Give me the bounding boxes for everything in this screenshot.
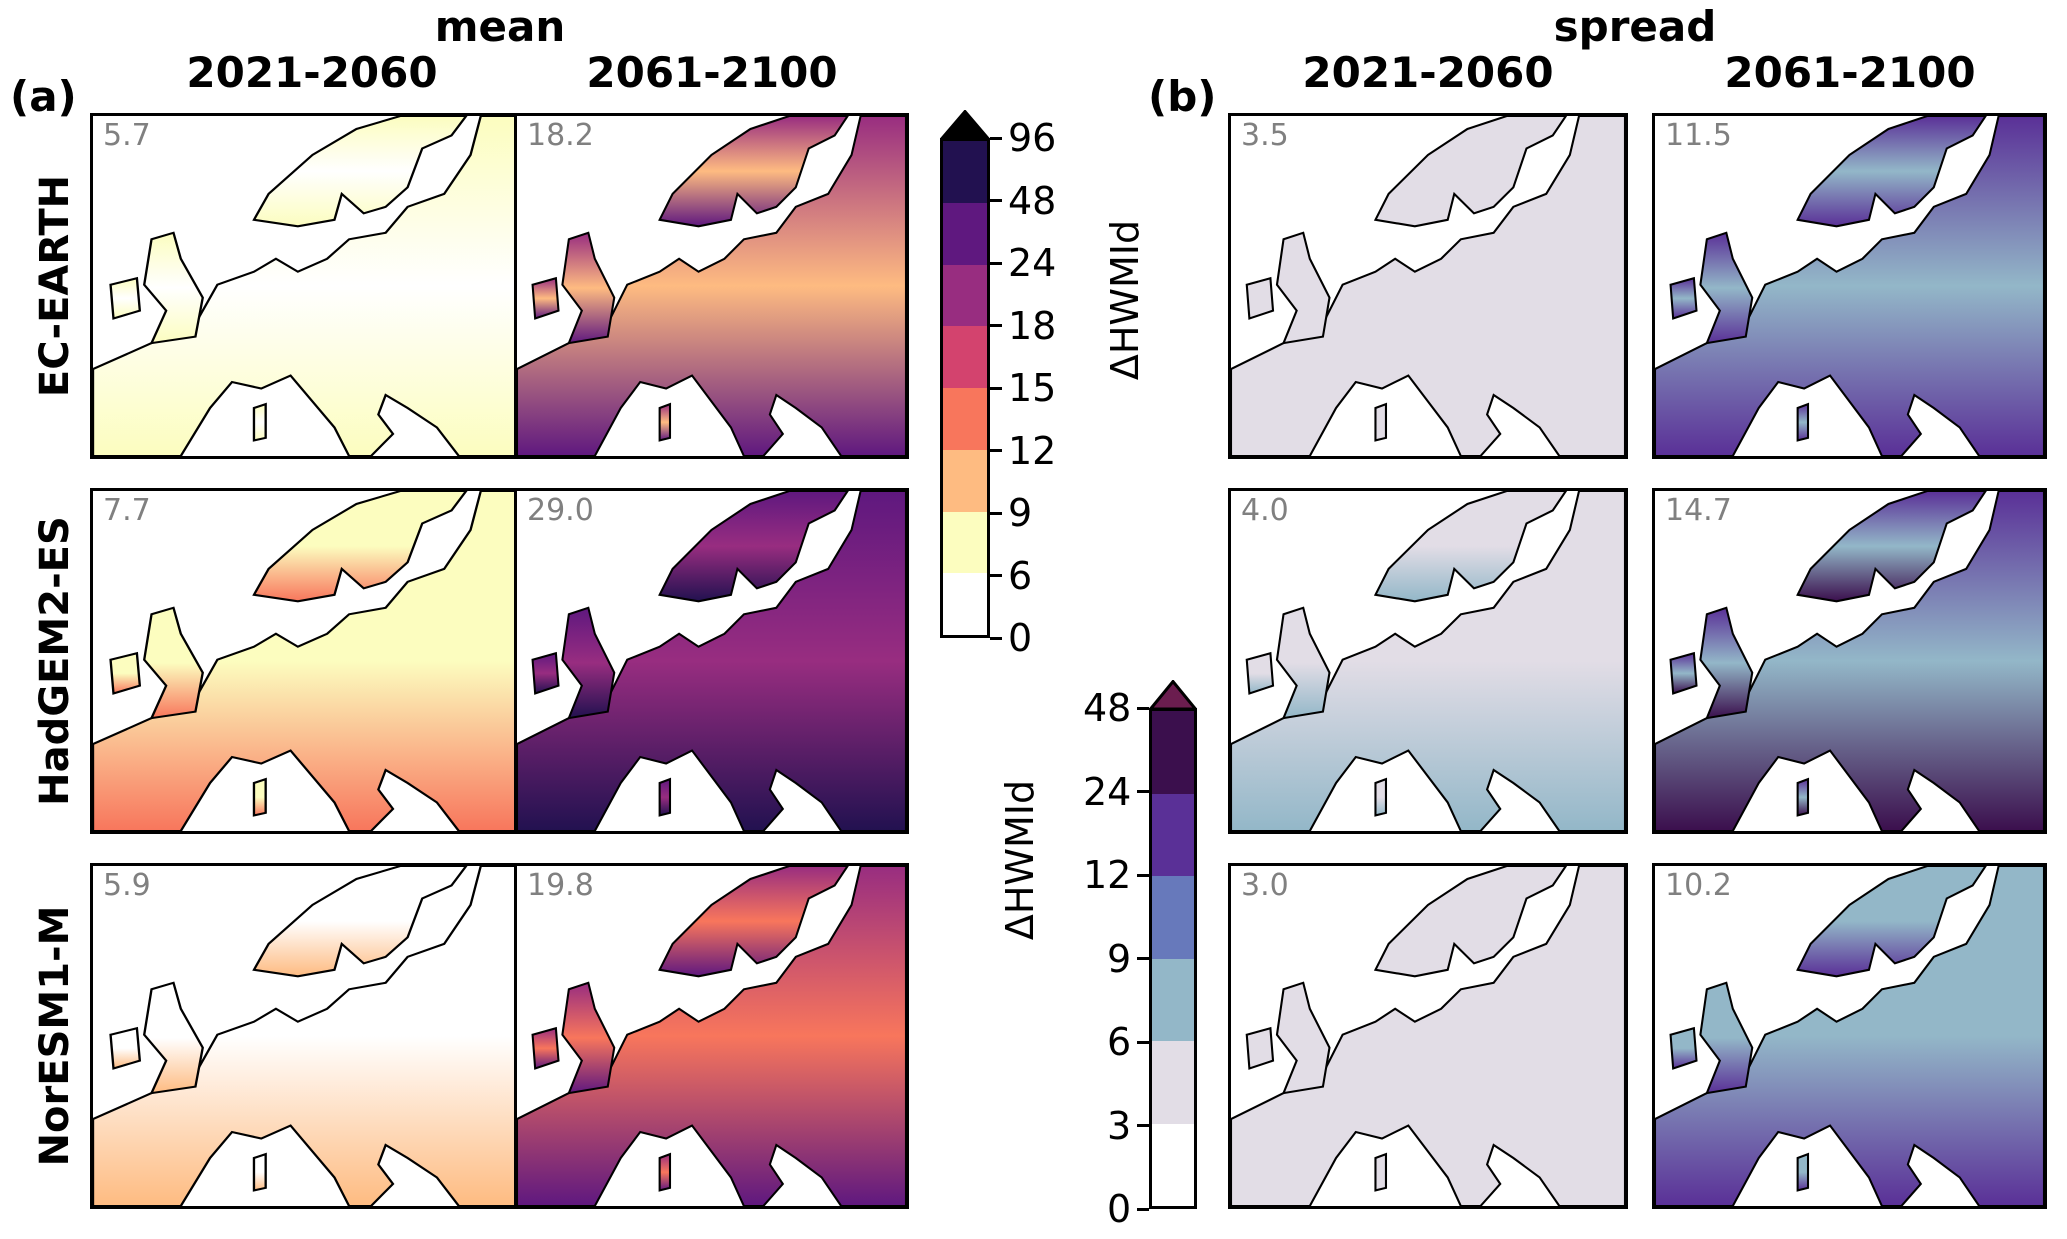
panel-value: 11.5 — [1665, 118, 1732, 153]
europe-map — [517, 491, 906, 831]
panel-value: 5.9 — [103, 868, 151, 903]
map-panel-mean-2061-2100: 18.2 — [514, 113, 909, 459]
map-panel-mean-2021-2060: 7.7 — [90, 488, 535, 834]
europe-map — [93, 116, 532, 456]
colorbar-tick-label: 0 — [1107, 1187, 1132, 1231]
map-panel-spread-2061-2100: 14.7 — [1652, 488, 2047, 834]
colorbar-tick-label: 96 — [1008, 116, 1057, 160]
colorbar-tick — [1137, 873, 1149, 877]
colorbar-tick-label: 12 — [1008, 428, 1057, 473]
colorbar-segment — [1152, 876, 1194, 959]
colorbar-tick-label: 24 — [1008, 241, 1057, 285]
europe-map — [1655, 491, 2044, 831]
colorbar-segment — [943, 326, 987, 388]
colorbar-segment — [1152, 711, 1194, 794]
panel-value: 5.7 — [103, 118, 151, 153]
colorbar-2 — [1149, 708, 1197, 1209]
colorbar-tick-label: 0 — [1008, 616, 1033, 660]
colorbar-extend-arrow — [1149, 680, 1197, 710]
colorbar-label: ΔHWMId — [998, 779, 1042, 941]
row-label: HadGEM2-ES — [32, 516, 78, 806]
colorbar-tick — [990, 261, 1002, 265]
colorbar-tick-label: 6 — [1008, 553, 1033, 598]
colorbar-tick — [1137, 1124, 1149, 1127]
map-panel-spread-2021-2060: 3.5 — [1228, 113, 1628, 459]
panel-value: 7.7 — [103, 493, 151, 528]
panel-value: 3.5 — [1241, 118, 1289, 153]
colorbar-tick-label: 48 — [1008, 178, 1057, 223]
map-panel-spread-2021-2060: 3.0 — [1228, 863, 1628, 1209]
map-panel-mean-2021-2060: 5.7 — [90, 113, 535, 459]
group-title-spread: spread — [1553, 2, 1717, 51]
colorbar-tick-label: 9 — [1008, 491, 1033, 535]
europe-map — [93, 491, 532, 831]
map-panel-spread-2061-2100: 10.2 — [1652, 863, 2047, 1209]
europe-map — [517, 116, 906, 456]
europe-map — [1231, 491, 1625, 831]
group-title-mean: mean — [434, 2, 566, 51]
europe-map — [1655, 116, 2044, 456]
colorbar-tick-label: 15 — [1008, 366, 1057, 410]
colorbar-tick — [1137, 706, 1149, 710]
colorbar-tick — [1137, 790, 1149, 793]
panel-value: 3.0 — [1241, 868, 1289, 903]
panel-value: 14.7 — [1665, 493, 1732, 528]
colorbar-1 — [940, 138, 990, 638]
colorbar-segment — [1152, 1041, 1194, 1124]
colorbar-segment — [943, 264, 987, 327]
column-title: 2021-2060 — [1302, 48, 1554, 97]
colorbar-segment — [943, 388, 987, 450]
colorbar-segment — [943, 202, 987, 265]
column-title: 2021-2060 — [186, 48, 438, 97]
colorbar-tick-label: 18 — [1008, 303, 1057, 348]
map-panel-mean-2061-2100: 19.8 — [514, 863, 909, 1209]
colorbar-tick — [990, 136, 1002, 140]
panel-label-b: (b) — [1148, 72, 1217, 121]
colorbar-tick-label: 6 — [1107, 1020, 1132, 1064]
panel-label-a: (a) — [10, 72, 77, 121]
colorbar-tick — [1137, 1040, 1149, 1044]
column-title: 2061-2100 — [586, 48, 838, 97]
colorbar-tick — [990, 449, 1002, 452]
colorbar-label: ΔHWMId — [1103, 219, 1147, 381]
map-panel-spread-2021-2060: 4.0 — [1228, 488, 1628, 834]
colorbar-segment — [943, 449, 987, 512]
colorbar-tick-label: 24 — [1083, 769, 1132, 814]
map-panel-mean-2061-2100: 29.0 — [514, 488, 909, 834]
colorbar-tick — [1137, 1207, 1149, 1211]
panel-value: 29.0 — [527, 493, 594, 528]
colorbar-segment — [1152, 1123, 1194, 1206]
panel-value: 18.2 — [527, 118, 594, 153]
europe-map — [93, 866, 532, 1206]
colorbar-tick-label: 3 — [1107, 1103, 1132, 1148]
colorbar-tick — [990, 574, 1002, 577]
europe-map — [1231, 866, 1625, 1206]
row-label: NorESM1-M — [32, 905, 78, 1167]
colorbar-segment — [1152, 793, 1194, 876]
colorbar-tick-label: 12 — [1083, 853, 1132, 897]
colorbar-tick — [990, 386, 1002, 390]
colorbar-tick — [990, 636, 1002, 640]
row-label: EC-EARTH — [32, 174, 78, 398]
colorbar-segment — [1152, 958, 1194, 1041]
europe-map — [517, 866, 906, 1206]
map-panel-spread-2061-2100: 11.5 — [1652, 113, 2047, 459]
colorbar-tick — [1137, 957, 1149, 960]
colorbar-tick-label: 48 — [1083, 686, 1132, 730]
colorbar-segment — [943, 573, 987, 635]
colorbar-tick — [990, 324, 1002, 327]
colorbar-tick — [990, 511, 1002, 515]
column-title: 2061-2100 — [1724, 48, 1976, 97]
europe-map — [1231, 116, 1625, 456]
colorbar-extend-arrow — [940, 110, 990, 140]
europe-map — [1655, 866, 2044, 1206]
colorbar-segment — [943, 141, 987, 203]
panel-value: 10.2 — [1665, 868, 1732, 903]
colorbar-tick-label: 9 — [1107, 936, 1132, 981]
panel-value: 4.0 — [1241, 493, 1289, 528]
colorbar-segment — [943, 511, 987, 574]
panel-value: 19.8 — [527, 868, 594, 903]
colorbar-tick — [990, 199, 1002, 202]
map-panel-mean-2021-2060: 5.9 — [90, 863, 535, 1209]
